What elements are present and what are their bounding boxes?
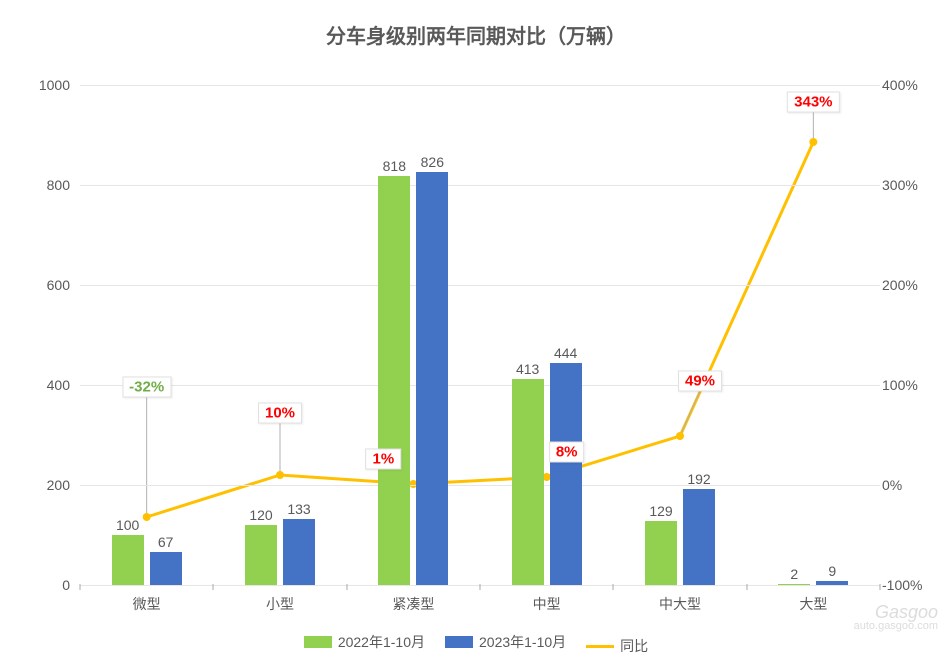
legend-label: 同比 <box>620 636 648 656</box>
gridline <box>80 385 880 386</box>
x-axis: 微型 小型 紧凑型 中型 中大型 大型 <box>80 590 880 620</box>
bar-value-label: 133 <box>287 501 310 517</box>
watermark: Gasgoo auto.gasgoo.com <box>854 603 938 632</box>
bar <box>683 489 715 585</box>
bar-value-label: 413 <box>516 361 539 377</box>
x-tick-mark <box>213 584 214 590</box>
bar-value-label: 826 <box>421 154 444 170</box>
bar <box>645 521 677 586</box>
y-right-tick: 0% <box>882 477 942 493</box>
bar <box>283 519 315 586</box>
bar <box>150 552 182 586</box>
bar-value-label: 9 <box>828 563 836 579</box>
x-tick-mark <box>746 584 747 590</box>
bar-value-label: 2 <box>790 566 798 582</box>
legend-label: 2023年1-10月 <box>479 632 566 652</box>
leader-line <box>680 391 700 436</box>
legend-item: 2022年1-10月 <box>304 632 425 652</box>
y-axis-right: -100%0%100%200%300%400% <box>882 85 942 585</box>
pct-change-label: 343% <box>787 92 839 113</box>
bar <box>550 363 582 585</box>
legend-swatch <box>304 636 332 648</box>
y-right-tick: 400% <box>882 77 942 93</box>
line-marker <box>676 432 684 440</box>
legend: 2022年1-10月 2023年1-10月 同比 <box>0 632 952 657</box>
bar <box>416 172 448 585</box>
pct-change-label: 8% <box>549 442 585 463</box>
bar <box>816 581 848 586</box>
line-marker <box>809 138 817 146</box>
bar-value-label: 129 <box>649 503 672 519</box>
bar <box>245 525 277 585</box>
bar-value-label: 67 <box>158 534 174 550</box>
legend-item: 同比 <box>586 636 648 656</box>
chart-container: 分车身级别两年同期对比（万辆） 0 200 400 600 800 1000 -100% 0… <box>0 0 952 662</box>
x-tick-label: 中型 <box>533 594 561 614</box>
y-axis-left: 02004006008001000 <box>10 85 70 585</box>
bar-value-label: 192 <box>687 471 710 487</box>
chart-title: 分车身级别两年同期对比（万辆） <box>0 20 952 49</box>
x-tick-mark <box>480 584 481 590</box>
x-tick-mark <box>613 584 614 590</box>
line-marker <box>276 471 284 479</box>
y-left-tick: 1000 <box>10 77 70 93</box>
pct-change-label: 1% <box>365 449 401 470</box>
legend-label: 2022年1-10月 <box>338 632 425 652</box>
pct-change-label: 49% <box>678 371 722 392</box>
bar-value-label: 818 <box>383 158 406 174</box>
gridline <box>80 485 880 486</box>
x-tick-mark <box>346 584 347 590</box>
x-tick-mark <box>80 584 81 590</box>
bar <box>112 535 144 585</box>
pct-change-label: -32% <box>122 377 171 398</box>
x-tick-label: 微型 <box>133 594 161 614</box>
legend-swatch <box>586 645 614 648</box>
pct-change-label: 10% <box>258 403 302 424</box>
bar <box>778 584 810 585</box>
bar <box>378 176 410 585</box>
watermark-sub: auto.gasgoo.com <box>854 621 938 632</box>
y-left-tick: 600 <box>10 277 70 293</box>
y-left-tick: 400 <box>10 377 70 393</box>
x-tick-label: 大型 <box>799 594 827 614</box>
x-tick-mark <box>880 584 881 590</box>
gridline <box>80 285 880 286</box>
y-left-tick: 800 <box>10 177 70 193</box>
y-right-tick: -100% <box>882 577 942 593</box>
x-tick-label: 紧凑型 <box>392 594 434 614</box>
line-svg <box>80 85 880 585</box>
legend-item: 2023年1-10月 <box>445 632 566 652</box>
x-tick-label: 小型 <box>266 594 294 614</box>
y-right-tick: 100% <box>882 377 942 393</box>
plot-area: 100 120 818 413 129 2 67 133 826 444 192 9 -32% 10% 1%… <box>80 85 880 585</box>
y-right-tick: 200% <box>882 277 942 293</box>
x-tick-label: 中大型 <box>659 594 701 614</box>
bar-value-label: 100 <box>116 517 139 533</box>
y-right-tick: 300% <box>882 177 942 193</box>
trend-line <box>147 142 814 517</box>
y-left-tick: 0 <box>10 577 70 593</box>
watermark-main: Gasgoo <box>854 603 938 621</box>
legend-swatch <box>445 636 473 648</box>
line-marker <box>143 513 151 521</box>
y-left-tick: 200 <box>10 477 70 493</box>
bar <box>512 379 544 586</box>
bar-value-label: 120 <box>249 507 272 523</box>
gridline <box>80 85 880 86</box>
bar-value-label: 444 <box>554 345 577 361</box>
gridline <box>80 185 880 186</box>
